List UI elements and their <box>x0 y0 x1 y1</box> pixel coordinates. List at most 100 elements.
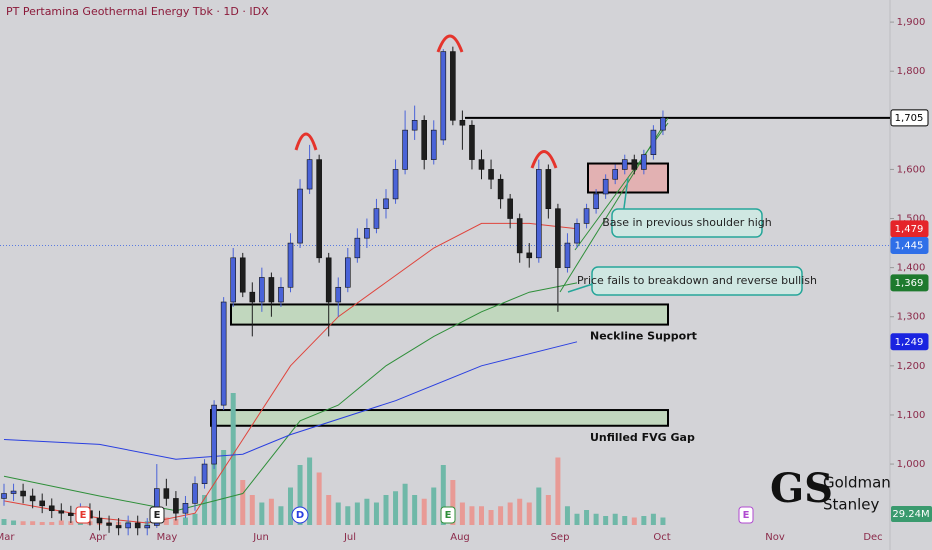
candle-body <box>650 129 657 155</box>
volume-bar <box>49 522 55 525</box>
event-label[interactable]: E <box>445 510 452 521</box>
x-tick-label: Apr <box>89 532 107 543</box>
candle-body <box>583 208 590 224</box>
callout-text: Base in previous shoulder high <box>602 216 772 229</box>
price-label: 1,479 <box>895 224 924 235</box>
candle-body <box>364 228 370 239</box>
candle-body <box>230 257 236 303</box>
candle-body <box>488 169 494 180</box>
volume-bar <box>230 393 236 525</box>
volume-bar <box>240 480 246 525</box>
volume-bar <box>402 483 408 525</box>
candle-body <box>621 159 628 170</box>
zone-label: Unfilled FVG Gap <box>590 431 695 444</box>
candle-body <box>478 159 485 170</box>
volume-bar <box>68 521 74 525</box>
event-label[interactable]: E <box>154 510 161 521</box>
candle-body <box>555 208 561 268</box>
zone-label: Neckline Support <box>590 330 697 343</box>
volume-bar <box>631 517 637 525</box>
candle-body <box>373 208 380 229</box>
candle-body <box>402 129 408 170</box>
volume-bar <box>30 521 36 525</box>
candle-body <box>516 218 523 254</box>
volume-bar <box>182 517 188 525</box>
candle-body <box>1 493 7 499</box>
event-icon[interactable] <box>149 506 165 524</box>
zone <box>210 409 669 427</box>
candle-body <box>10 490 17 494</box>
candle-body <box>239 257 246 293</box>
logo-mark: GS <box>770 465 833 512</box>
candle-body <box>593 193 599 210</box>
volume-bar <box>584 510 590 525</box>
volume-bar <box>450 480 456 525</box>
volume-bar <box>603 516 609 525</box>
x-tick-label: May <box>157 532 178 543</box>
candle-body <box>602 178 609 195</box>
moving-average <box>3 222 578 524</box>
y-tick-label: 1,900 <box>897 17 926 28</box>
callout-box <box>591 266 803 296</box>
volume-bar <box>383 495 389 525</box>
callout-box <box>611 208 763 238</box>
candle-body <box>192 483 198 504</box>
candle-body <box>259 277 265 303</box>
candle-body <box>641 154 647 170</box>
event-icon[interactable] <box>738 506 754 524</box>
volume-bar <box>163 517 169 525</box>
volume-bar <box>574 513 580 525</box>
y-tick-label: 1,500 <box>897 214 926 225</box>
candle-body <box>469 124 475 160</box>
event-icon[interactable] <box>440 506 456 524</box>
candle-body <box>115 525 122 529</box>
candle-body <box>306 159 313 190</box>
volume-bar <box>612 513 618 525</box>
candle-body <box>430 129 437 160</box>
candle-body <box>459 120 466 126</box>
price-label: 1,249 <box>895 337 924 348</box>
volume-bar <box>326 495 332 525</box>
candle-body <box>39 500 46 507</box>
volume-label: 29.24M <box>892 509 929 520</box>
volume-bar <box>622 516 628 525</box>
candle-body <box>612 169 619 180</box>
x-tick-label: Oct <box>653 532 670 543</box>
volume-bar <box>660 517 666 525</box>
event-icon[interactable] <box>291 506 309 524</box>
candle-body <box>211 404 217 465</box>
candle-body <box>392 169 399 200</box>
volume-bar <box>288 487 293 525</box>
volume-bar <box>354 502 360 525</box>
volume-bar <box>39 522 45 525</box>
candle-body <box>249 291 256 303</box>
price-label-box <box>890 109 929 127</box>
volume-bar <box>498 506 504 525</box>
volume-bar <box>268 498 274 525</box>
x-tick-label: Dec <box>863 532 882 543</box>
candle-body <box>440 51 447 141</box>
volume-bar <box>335 502 341 525</box>
candle-body <box>354 237 361 259</box>
event-label[interactable]: D <box>296 510 304 521</box>
event-icon[interactable] <box>75 506 91 524</box>
volume-bar <box>58 520 64 525</box>
callout-text: Price fails to breakdown and reverse bul… <box>577 274 817 287</box>
y-tick-label: 1,200 <box>897 361 926 372</box>
candle-body <box>182 503 189 514</box>
event-label[interactable]: E <box>743 510 750 521</box>
volume-bar <box>564 506 570 525</box>
shoulder-arc <box>530 150 558 169</box>
candle-body <box>564 242 571 268</box>
volume-bar <box>479 506 484 525</box>
volume-bar <box>545 495 551 525</box>
volume-bar <box>173 519 179 525</box>
chart-title: PT Pertamina Geothermal Energy Tbk · 1D … <box>6 5 269 18</box>
candle-body <box>278 286 284 303</box>
volume-bar <box>517 498 523 525</box>
x-tick-label: Mar <box>0 532 15 543</box>
event-label[interactable]: E <box>80 510 87 521</box>
volume-bar <box>650 513 656 525</box>
candle-body <box>325 257 332 303</box>
candle-body <box>297 188 303 244</box>
